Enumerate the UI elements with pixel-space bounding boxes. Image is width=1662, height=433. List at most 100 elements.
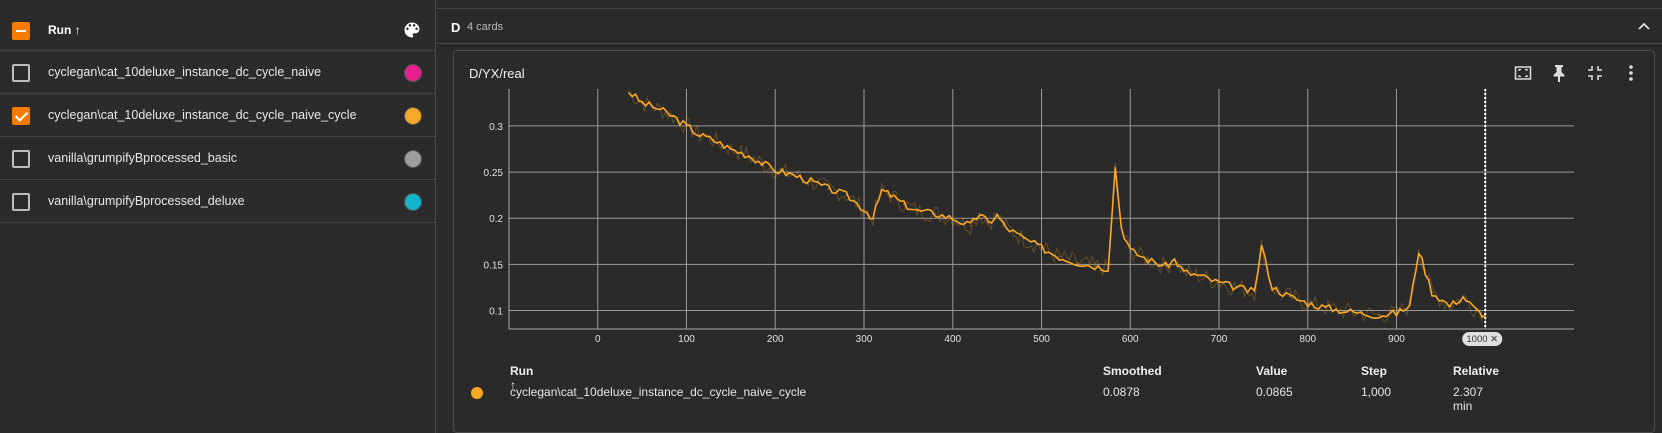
run-color-swatch[interactable] bbox=[404, 193, 422, 211]
x-tick-label: 300 bbox=[856, 334, 873, 345]
run-name: cyclegan\cat_10deluxe_instance_dc_cycle_… bbox=[48, 108, 357, 122]
data-point bbox=[1164, 265, 1167, 268]
run-row[interactable]: vanilla\grumpifyBprocessed_basic bbox=[0, 137, 435, 180]
row-color-dot bbox=[471, 387, 483, 399]
data-point bbox=[1409, 305, 1411, 307]
data-point bbox=[1093, 265, 1096, 268]
data-point bbox=[1324, 306, 1327, 309]
line-chart[interactable]: 010020030040050060070080090010000.10.150… bbox=[454, 51, 1656, 351]
step-marker-label: 1000 ✕ bbox=[1466, 334, 1498, 345]
data-point bbox=[699, 134, 701, 136]
run-checkbox[interactable] bbox=[12, 64, 30, 82]
data-point bbox=[1200, 275, 1203, 278]
run-checkbox[interactable] bbox=[12, 193, 30, 211]
data-point bbox=[747, 154, 750, 157]
data-point bbox=[685, 125, 688, 127]
data-point bbox=[712, 138, 714, 141]
col-header-run[interactable]: Run ↑ bbox=[510, 364, 534, 392]
run-color-swatch[interactable] bbox=[404, 64, 422, 82]
data-point bbox=[916, 210, 919, 212]
data-point bbox=[774, 169, 777, 172]
row-relative: 2.307 min bbox=[1453, 385, 1484, 413]
palette-icon[interactable] bbox=[402, 20, 422, 40]
collapse-card-icon[interactable] bbox=[1584, 62, 1606, 84]
data-point bbox=[659, 108, 661, 111]
x-tick-label: 600 bbox=[1122, 334, 1139, 345]
data-point bbox=[1182, 270, 1185, 273]
data-point bbox=[1022, 237, 1025, 240]
pin-icon[interactable] bbox=[1548, 62, 1570, 84]
more-vert-icon[interactable] bbox=[1620, 62, 1642, 84]
data-point bbox=[1417, 249, 1420, 252]
data-point bbox=[987, 222, 990, 224]
data-point bbox=[1218, 282, 1220, 284]
data-point bbox=[1475, 309, 1478, 312]
col-header-step[interactable]: Step bbox=[1361, 364, 1388, 378]
x-tick-label: 800 bbox=[1299, 334, 1316, 345]
y-tick-label: 0.3 bbox=[489, 122, 503, 133]
run-color-swatch[interactable] bbox=[404, 107, 422, 125]
x-tick-label: 400 bbox=[944, 334, 961, 345]
series-line bbox=[628, 92, 1486, 319]
data-point bbox=[628, 90, 630, 93]
data-point bbox=[1271, 286, 1274, 289]
run-row[interactable]: cyclegan\cat_10deluxe_instance_dc_cycle_… bbox=[0, 94, 435, 137]
y-tick-label: 0.25 bbox=[484, 168, 504, 179]
data-point bbox=[1253, 291, 1256, 293]
data-point bbox=[641, 102, 643, 104]
row-smoothed: 0.0878 bbox=[1103, 385, 1140, 399]
data-point bbox=[1005, 226, 1007, 229]
card-group-header[interactable]: D 4 cards bbox=[437, 8, 1662, 44]
data-point bbox=[1342, 309, 1345, 312]
run-row[interactable]: cyclegan\cat_10deluxe_instance_dc_cycle_… bbox=[0, 51, 435, 94]
run-checkbox[interactable] bbox=[12, 150, 30, 168]
runs-panel: Run ↑ cyclegan\cat_10deluxe_instance_dc_… bbox=[0, 0, 436, 433]
run-row[interactable]: vanilla\grumpifyBprocessed_deluxe bbox=[0, 180, 435, 223]
data-point bbox=[903, 203, 905, 206]
data-point bbox=[1360, 312, 1362, 315]
data-point bbox=[1114, 166, 1116, 169]
data-point bbox=[1107, 267, 1109, 269]
y-tick-label: 0.1 bbox=[489, 307, 503, 318]
group-name: D bbox=[451, 20, 461, 35]
row-step: 1,000 bbox=[1361, 385, 1392, 399]
series-raw-line bbox=[628, 91, 1483, 323]
data-point bbox=[672, 115, 674, 118]
card-title: D/YX/real bbox=[469, 66, 525, 81]
x-tick-label: 900 bbox=[1388, 334, 1405, 345]
data-point bbox=[1395, 312, 1398, 315]
row-run-name: cyclegan\cat_10deluxe_instance_dc_cycle_… bbox=[510, 385, 807, 399]
run-sort-header[interactable]: Run ↑ bbox=[48, 23, 81, 37]
data-point bbox=[1235, 286, 1238, 289]
data-point bbox=[951, 217, 954, 220]
data-point bbox=[880, 189, 883, 192]
data-point bbox=[1058, 256, 1061, 258]
data-point bbox=[872, 217, 874, 220]
run-name: cyclegan\cat_10deluxe_instance_dc_cycle_… bbox=[48, 65, 322, 79]
run-checkbox[interactable] bbox=[12, 107, 30, 125]
select-all-checkbox[interactable] bbox=[12, 22, 30, 40]
data-point bbox=[792, 174, 794, 176]
y-tick-label: 0.15 bbox=[484, 260, 504, 271]
chevron-up-icon[interactable] bbox=[1636, 19, 1652, 35]
col-header-smoothed[interactable]: Smoothed bbox=[1103, 364, 1162, 378]
data-point bbox=[730, 148, 732, 150]
step-marker-chip[interactable] bbox=[1462, 332, 1503, 346]
x-tick-label: 100 bbox=[678, 334, 695, 345]
data-point bbox=[1173, 258, 1176, 261]
data-point bbox=[863, 208, 865, 210]
data-point bbox=[969, 224, 972, 227]
fit-domain-icon[interactable] bbox=[1512, 62, 1534, 84]
data-point bbox=[1431, 291, 1433, 293]
data-point bbox=[889, 194, 892, 196]
data-point bbox=[1120, 226, 1123, 229]
col-header-relative[interactable]: Relative bbox=[1453, 364, 1500, 378]
data-point bbox=[845, 194, 848, 196]
data-point bbox=[934, 212, 936, 215]
col-header-value[interactable]: Value bbox=[1256, 364, 1288, 378]
run-color-swatch[interactable] bbox=[404, 150, 422, 168]
data-point bbox=[1260, 245, 1263, 247]
group-card-count: 4 cards bbox=[467, 21, 504, 33]
data-point bbox=[1076, 261, 1078, 264]
data-point bbox=[1377, 314, 1380, 316]
